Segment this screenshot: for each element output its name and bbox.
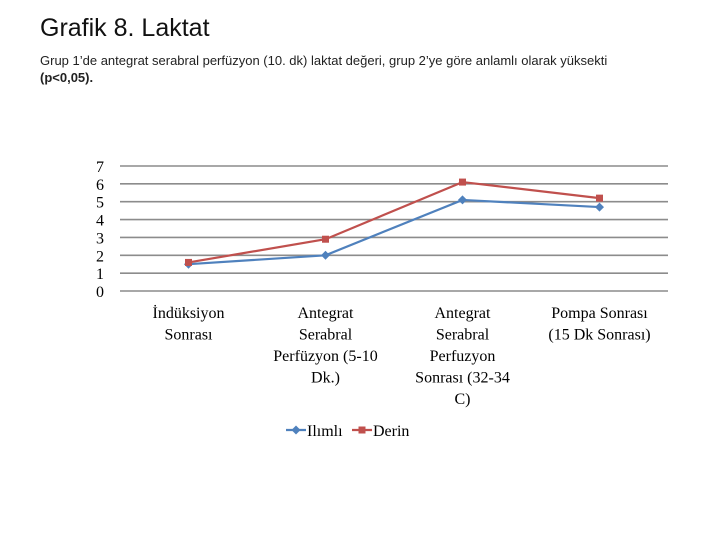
data-point: [459, 178, 466, 186]
x-tick-label: Pompa Sonrası (15 Dk Sonrası): [548, 305, 650, 344]
y-tick-label: 5: [96, 195, 104, 212]
y-tick-label: 0: [96, 284, 104, 301]
y-tick-label: 1: [96, 266, 104, 283]
series-line-0: [188, 198, 600, 266]
y-tick-label: 6: [96, 177, 104, 194]
legend-marker: [291, 425, 301, 435]
data-point: [185, 258, 192, 266]
data-point: [596, 194, 603, 202]
data-point: [322, 235, 329, 243]
x-tick-label: Antegrat Serabral Perfüzyon (5-10 Dk.): [273, 305, 377, 387]
y-tick-label: 7: [96, 159, 104, 176]
data-point: [321, 250, 330, 260]
significance-note: (p<0,05).: [40, 70, 94, 85]
y-tick-label: 3: [96, 230, 104, 247]
data-point: [458, 195, 467, 205]
legend-label: Ilımlı: [307, 423, 343, 440]
data-point: [595, 202, 604, 212]
series-line-1: [188, 180, 600, 264]
chart-title: Grafik 8. Laktat: [40, 14, 210, 42]
chart-subtitle: Grup 1’de antegrat serabral perfüzyon (1…: [40, 52, 690, 86]
subtitle-text: Grup 1’de antegrat serabral perfüzyon (1…: [40, 53, 608, 68]
legend-marker: [358, 426, 366, 434]
x-tick-label: Antegrat Serabral Perfuzyon Sonrası (32-34 C…: [415, 305, 510, 408]
y-tick-label: 4: [96, 213, 104, 230]
legend-label: Derin: [373, 423, 409, 440]
x-tick-label: İndüksiyon Sonrası: [153, 304, 225, 344]
y-tick-label: 2: [96, 248, 104, 265]
